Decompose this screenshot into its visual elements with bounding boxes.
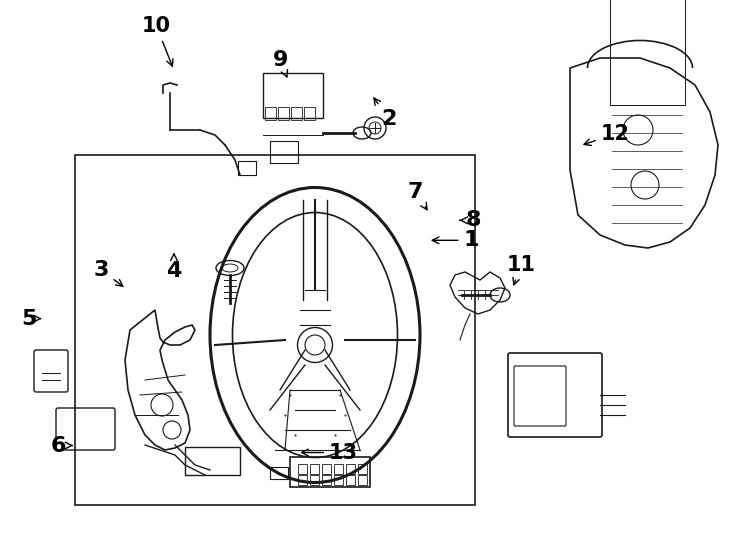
Bar (75, 155, 475, 505)
Text: 2: 2 (374, 98, 396, 129)
Text: 11: 11 (506, 254, 536, 285)
Text: 9: 9 (273, 50, 288, 77)
Text: 4: 4 (167, 254, 181, 281)
Text: 6: 6 (51, 435, 73, 456)
Text: 5: 5 (22, 308, 40, 329)
Text: 12: 12 (584, 124, 630, 145)
Text: 7: 7 (407, 181, 427, 210)
Text: 13: 13 (302, 442, 358, 463)
Text: 8: 8 (460, 210, 482, 231)
Text: 10: 10 (142, 16, 173, 66)
Text: 3: 3 (94, 260, 123, 286)
Text: 1: 1 (432, 230, 479, 251)
